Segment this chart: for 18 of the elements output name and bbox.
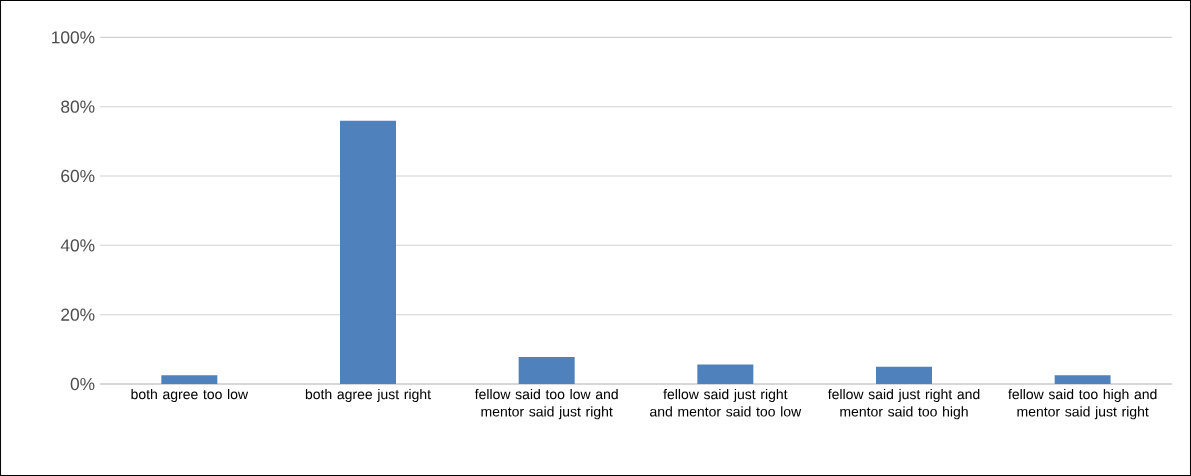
- bar: [876, 366, 933, 385]
- x-tick-label: both agree too low: [131, 388, 249, 402]
- y-tick-label: 40%: [60, 239, 95, 252]
- bar: [340, 120, 397, 385]
- bar: [161, 375, 218, 385]
- y-tick-label: 100%: [52, 31, 95, 44]
- x-tick-label: both agree just right: [305, 388, 431, 402]
- x-tick-label: fellow said just right and mentor said too high: [827, 388, 980, 420]
- bar: [1054, 375, 1111, 385]
- y-tick-label: 20%: [61, 308, 95, 321]
- y-tick-label: 0%: [70, 377, 95, 391]
- bar: [697, 364, 754, 385]
- x-tick-label: fellow said too high and mentor said just right: [1008, 388, 1157, 420]
- y-tick-label: 60%: [61, 169, 95, 183]
- x-tick-label: fellow said just right and mentor said too low: [650, 388, 802, 417]
- x-tick-label: fellow said too low and mentor said just right: [474, 388, 618, 420]
- y-tick-label: 80%: [61, 100, 95, 113]
- bar: [518, 356, 575, 385]
